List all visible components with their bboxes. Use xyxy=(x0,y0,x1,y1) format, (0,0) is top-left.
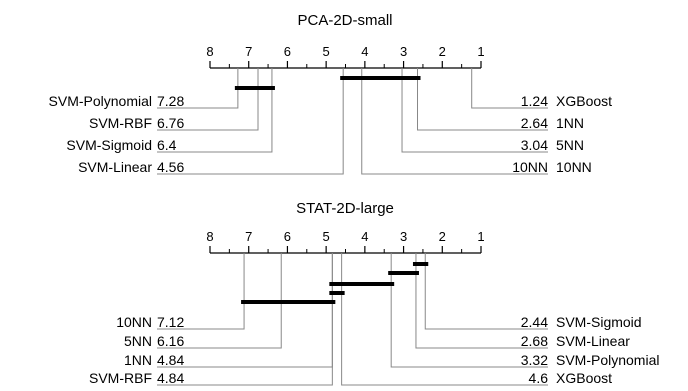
panel-2-left-connector-2 xyxy=(190,253,282,349)
panel-2-tick-label-2: 2 xyxy=(439,229,446,244)
panel-1-tick-label-3: 3 xyxy=(400,44,407,59)
panel-2-left-name-4: SVM-RBF xyxy=(89,370,152,386)
panel-1-title: PCA-2D-small xyxy=(297,12,392,29)
panel-2-right-value-1: 2.44 xyxy=(521,314,548,330)
panel-1-left-value-2: 6.76 xyxy=(157,115,184,131)
panel-2-left-name-1: 10NN xyxy=(116,314,152,330)
panel-1-left-name-4: SVM-Linear xyxy=(78,159,152,175)
panel-2-left-value-1: 7.12 xyxy=(157,314,184,330)
panel-1-right-connector-1 xyxy=(471,68,548,109)
panel-1-right-connector-2 xyxy=(417,68,548,131)
panel-2-tick-label-5: 5 xyxy=(323,229,330,244)
panel-1-left-name-1: SVM-Polynomial xyxy=(49,93,152,109)
panel-1-left-connector-4 xyxy=(190,68,344,175)
panel-1-left-connector-3 xyxy=(190,68,273,153)
panel-2-left-connector-3 xyxy=(190,253,333,368)
panel-1-left-value-3: 6.4 xyxy=(157,137,177,153)
panel-1-right-name-2: 1NN xyxy=(556,115,584,131)
panel-1-tick-label-8: 8 xyxy=(206,44,213,59)
panel-2-right-value-2: 2.68 xyxy=(521,333,548,349)
panel-1-right-connector-3 xyxy=(401,68,548,153)
panel-1-left-name-3: SVM-Sigmoid xyxy=(66,137,152,153)
panel-2-tick-label-4: 4 xyxy=(361,229,368,244)
panel-2-tick-label-8: 8 xyxy=(206,229,213,244)
panel-2-right-name-3: SVM-Polynomial xyxy=(556,352,659,368)
panel-2-title: STAT-2D-large xyxy=(296,200,394,217)
panel-1-right-name-1: XGBoost xyxy=(556,93,612,109)
panel-2-left-value-3: 4.84 xyxy=(157,352,184,368)
panel-1-left-value-4: 4.56 xyxy=(157,159,184,175)
panel-1-tick-label-1: 1 xyxy=(477,44,484,59)
panel-2-tick-label-7: 7 xyxy=(245,229,252,244)
panel-1-right-value-3: 3.04 xyxy=(521,137,548,153)
panel-1-tick-label-4: 4 xyxy=(361,44,368,59)
panel-1-right-value-4: 10NN xyxy=(512,159,548,175)
panel-1-left-connector-2 xyxy=(190,68,259,131)
panel-1-tick-label-2: 2 xyxy=(439,44,446,59)
panel-2-left-name-2: 5NN xyxy=(124,333,152,349)
panel-2-tick-label-3: 3 xyxy=(400,229,407,244)
panel-2-right-value-4: 4.6 xyxy=(529,370,549,386)
panel-1-right-value-1: 1.24 xyxy=(521,93,548,109)
panel-1-tick-label-5: 5 xyxy=(323,44,330,59)
panel-1-left-value-1: 7.28 xyxy=(157,93,184,109)
panel-2-right-name-2: SVM-Linear xyxy=(556,333,630,349)
panel-2-right-value-3: 3.32 xyxy=(521,352,548,368)
panel-2-left-connector-4 xyxy=(190,253,333,386)
panel-2-tick-label-6: 6 xyxy=(284,229,291,244)
panel-2-right-connector-3 xyxy=(390,253,548,368)
panel-2-right-name-4: XGBoost xyxy=(556,370,612,386)
panel-1-left-connector-1 xyxy=(190,68,239,109)
panel-2-tick-label-1: 1 xyxy=(477,229,484,244)
panel-2-right-connector-2 xyxy=(415,253,548,349)
panel-1-right-name-4: 10NN xyxy=(556,159,592,175)
panel-1-right-value-2: 2.64 xyxy=(521,115,548,131)
panel-2-right-connector-4 xyxy=(341,253,548,386)
panel-1-left-name-2: SVM-RBF xyxy=(89,115,152,131)
panel-1-tick-label-7: 7 xyxy=(245,44,252,59)
panel-2-right-name-1: SVM-Sigmoid xyxy=(556,314,642,330)
panel-1-right-connector-4 xyxy=(361,68,548,175)
panel-2-right-connector-1 xyxy=(424,253,548,330)
panel-2-left-name-3: 1NN xyxy=(124,352,152,368)
panel-2-left-value-2: 6.16 xyxy=(157,333,184,349)
panel-1-tick-label-6: 6 xyxy=(284,44,291,59)
panel-2-left-value-4: 4.84 xyxy=(157,370,184,386)
panel-1-right-name-3: 5NN xyxy=(556,137,584,153)
panel-2-left-connector-1 xyxy=(190,253,245,330)
